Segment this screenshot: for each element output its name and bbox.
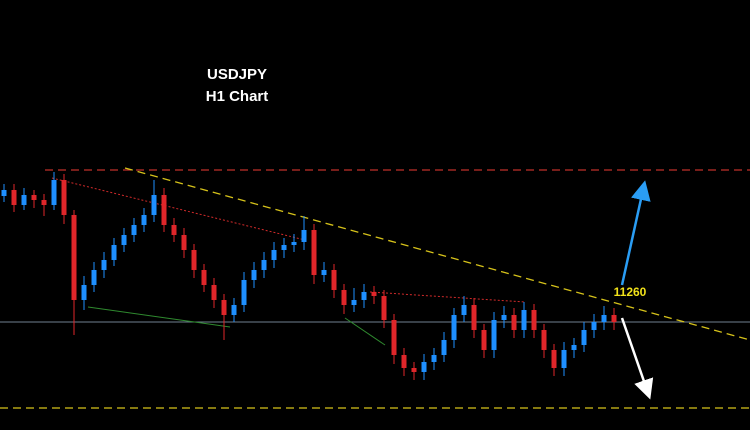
candle-body <box>31 195 37 200</box>
candle-body <box>141 215 147 225</box>
candle-body <box>151 195 157 215</box>
candle-body <box>301 230 307 242</box>
candle-body <box>321 270 327 275</box>
candle-body <box>251 270 257 280</box>
candle-body <box>51 180 57 205</box>
candle-body <box>221 300 227 315</box>
candle-body <box>91 270 97 285</box>
up-arrow <box>620 180 651 286</box>
candle-body <box>1 190 7 196</box>
candle-body <box>61 180 67 215</box>
candle-body <box>571 345 577 350</box>
candle-body <box>361 292 367 300</box>
candle-body <box>211 285 217 300</box>
candle-body <box>441 340 447 355</box>
candle-body <box>551 350 557 368</box>
candle-body <box>331 270 337 290</box>
candle-body <box>521 310 527 330</box>
candle-body <box>161 195 167 225</box>
candle-body <box>481 330 487 350</box>
chart-subtitle: H1 Chart <box>206 88 269 105</box>
candle-body <box>411 368 417 372</box>
channel-line <box>369 291 526 303</box>
candle-body <box>381 296 387 320</box>
candle-body <box>291 242 297 245</box>
candle-body <box>121 235 127 245</box>
candle-body <box>431 355 437 362</box>
channel-line <box>87 306 231 328</box>
candle-body <box>21 195 27 205</box>
candle-body <box>131 225 137 235</box>
candle-body <box>581 330 587 345</box>
candle-body <box>471 305 477 330</box>
candle-body <box>41 200 47 205</box>
candle-body <box>71 215 77 300</box>
candle-body <box>461 305 467 315</box>
candle-body <box>611 315 617 322</box>
price-annotation: 11260 <box>614 285 647 299</box>
chart-title: USDJPY <box>207 66 267 83</box>
candle-body <box>421 362 427 372</box>
candle-body <box>191 250 197 270</box>
candle-body <box>201 270 207 285</box>
down-arrow <box>620 317 654 400</box>
candle-body <box>271 250 277 260</box>
candle-body <box>11 190 17 205</box>
candle-body <box>391 320 397 355</box>
candle-body <box>401 355 407 368</box>
candle-body <box>591 322 597 330</box>
candle-body <box>531 310 537 330</box>
candle-body <box>231 305 237 315</box>
candle-body <box>281 245 287 250</box>
candle-body <box>341 290 347 305</box>
candle-body <box>171 225 177 235</box>
candle-body <box>561 350 567 368</box>
candle-body <box>491 320 497 350</box>
candle-body <box>241 280 247 305</box>
candle-body <box>181 235 187 250</box>
candle-body <box>501 315 507 320</box>
candle-body <box>511 315 517 330</box>
candle-body <box>451 315 457 340</box>
candle-body <box>111 245 117 260</box>
candle-body <box>81 285 87 300</box>
levels <box>0 169 750 409</box>
candle-body <box>371 292 377 296</box>
channel-line <box>51 177 306 241</box>
candle-body <box>541 330 547 350</box>
trendline <box>124 167 750 341</box>
candle-body <box>311 230 317 275</box>
candle-body <box>601 315 607 322</box>
candle-body <box>101 260 107 270</box>
candle-body <box>351 300 357 305</box>
candles <box>1 172 617 380</box>
channel-line <box>344 317 386 346</box>
candle-body <box>261 260 267 270</box>
